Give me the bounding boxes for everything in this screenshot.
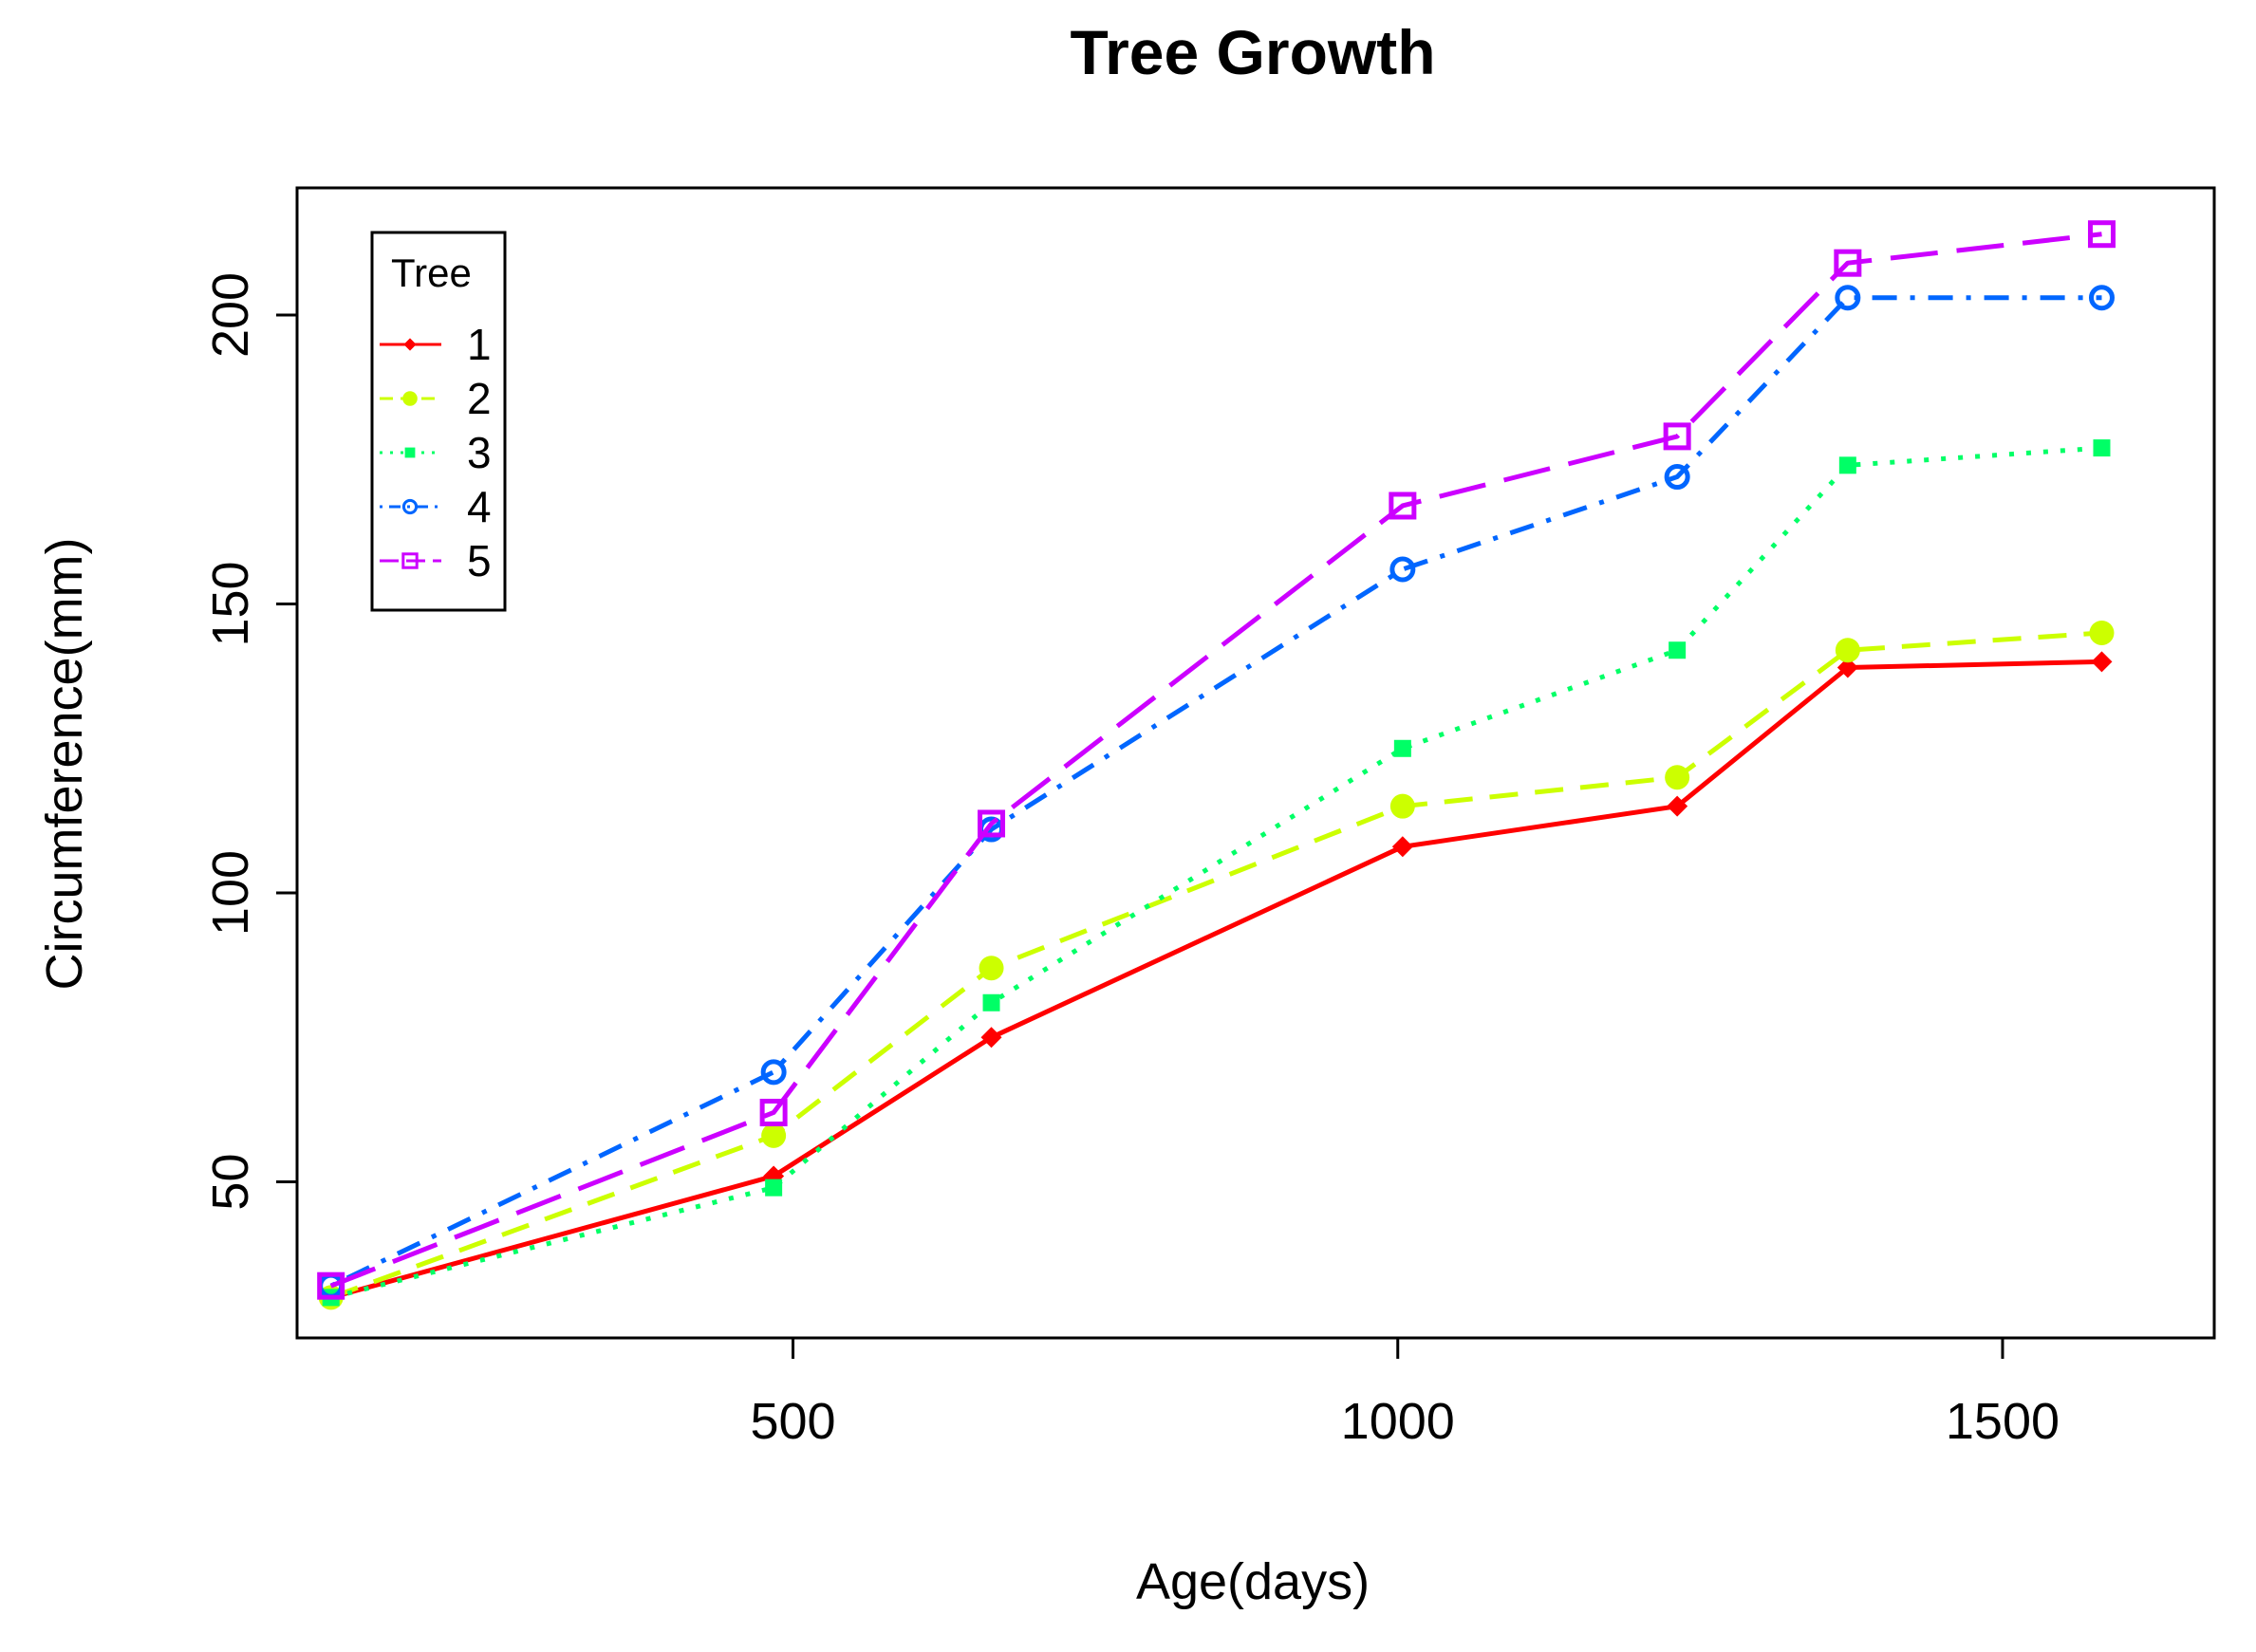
legend-label: 3: [467, 428, 492, 477]
legend-label: 2: [467, 374, 492, 423]
series-5-point: [2087, 220, 2116, 249]
legend-swatch-marker: [403, 338, 417, 351]
series-2-point: [1665, 765, 1690, 790]
y-tick-label: 100: [202, 850, 259, 936]
legend-swatch-marker: [401, 498, 419, 515]
series-3-line: [330, 445, 2102, 1300]
y-tick-label: 50: [202, 1154, 259, 1211]
chart-title: Tree Growth: [1070, 17, 1435, 87]
series-4: [318, 285, 2115, 1299]
legend-entry-2: 2: [380, 374, 492, 423]
series-4-point: [1389, 556, 1416, 583]
legend-swatch-marker: [401, 552, 419, 569]
legend: Tree 1 2 3 4 5: [370, 231, 507, 612]
series-2-point: [761, 1123, 787, 1148]
series-2-point: [2089, 620, 2115, 645]
series-1-point: [1836, 657, 1858, 678]
series-4-point: [760, 1059, 787, 1086]
series-2: [318, 620, 2115, 1310]
series-5-point: [759, 1098, 788, 1126]
series-5-line: [329, 232, 2102, 1289]
series-5-point: [978, 809, 1006, 838]
y-tick-label: 200: [202, 272, 259, 358]
series-1-point: [980, 1027, 1002, 1049]
x-axis: 500 1000 1500: [750, 1336, 2060, 1450]
series-5-point: [1663, 422, 1691, 451]
y-axis-label: Circumference(mm): [36, 537, 93, 990]
series-3-point: [1669, 641, 1687, 659]
series-1: [320, 651, 2113, 1309]
series-4-point: [1664, 464, 1690, 491]
series-layer: [317, 220, 2116, 1310]
series-4-point: [1835, 285, 1861, 311]
y-axis: 50 100 150 200: [202, 272, 299, 1211]
legend-swatch-marker: [402, 391, 418, 406]
series-5: [317, 220, 2116, 1300]
series-3-point: [1838, 456, 1856, 474]
series-3-point: [2093, 439, 2111, 457]
series-1-point: [2091, 651, 2113, 673]
series-5-point: [1834, 249, 1862, 277]
legend-title: Tree: [391, 251, 472, 295]
series-4-line: [329, 295, 2102, 1289]
y-tick-label: 150: [202, 561, 259, 646]
series-2-point: [979, 956, 1004, 981]
series-4-point: [2088, 285, 2115, 311]
x-tick-label: 1000: [1341, 1393, 1455, 1450]
x-axis-label: Age(days): [1136, 1553, 1370, 1610]
legend-entry-4: 4: [380, 482, 492, 531]
legend-swatch-marker: [404, 447, 416, 458]
series-2-point: [1389, 793, 1415, 819]
legend-entries: 1 2 3 4 5: [380, 320, 492, 585]
legend-label: 5: [467, 536, 492, 585]
legend-entry-5: 5: [380, 536, 492, 585]
series-3-point: [982, 993, 1000, 1012]
series-1-point: [1391, 836, 1413, 858]
legend-label: 1: [467, 320, 492, 369]
series-3: [322, 439, 2111, 1307]
series-5-point: [1389, 492, 1417, 520]
series-1-point: [1667, 795, 1688, 817]
series-2-point: [1835, 638, 1860, 663]
series-3-point: [1393, 739, 1411, 757]
legend-entry-3: 3: [380, 428, 492, 477]
series-5-point: [317, 1271, 345, 1300]
legend-box: [370, 231, 507, 612]
x-tick-label: 1500: [1946, 1393, 2060, 1450]
series-2-line: [329, 630, 2102, 1300]
x-tick-label: 500: [750, 1393, 835, 1450]
legend-entry-1: 1: [380, 320, 492, 369]
legend-label: 4: [467, 482, 492, 531]
series-3-point: [765, 1179, 783, 1197]
